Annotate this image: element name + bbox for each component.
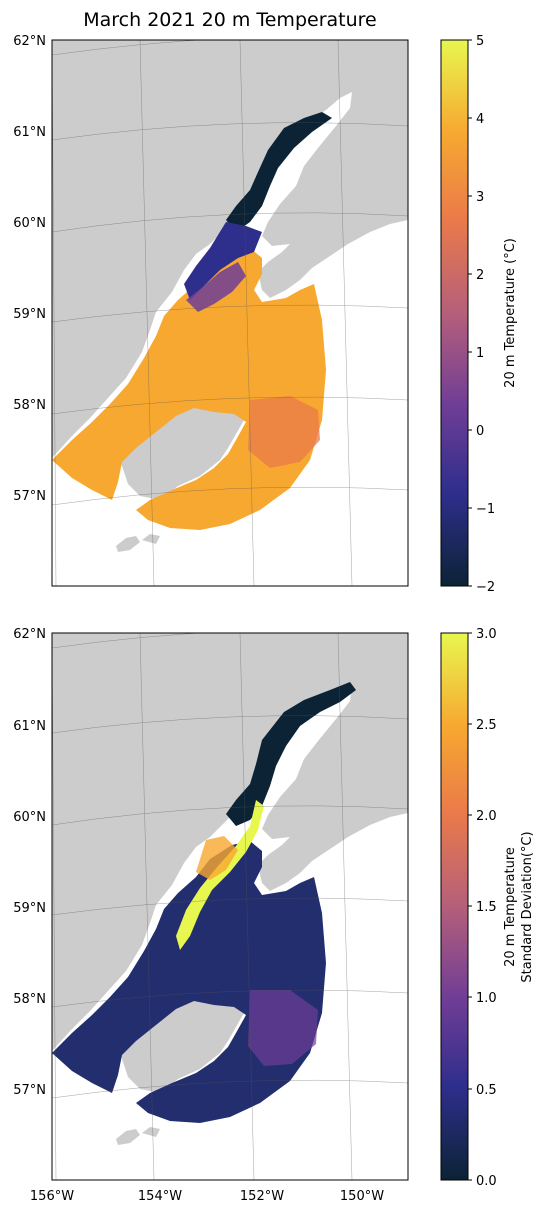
graticule bbox=[52, 633, 408, 1180]
cold-gradient bbox=[184, 222, 262, 300]
lat-label: 62°N bbox=[13, 627, 46, 642]
temperature-field bbox=[52, 248, 326, 530]
warm-band bbox=[248, 396, 320, 468]
medium-variance-south bbox=[248, 990, 318, 1066]
figure-title: March 2021 20 m Temperature bbox=[83, 9, 376, 31]
medium-variance-band bbox=[196, 836, 238, 880]
colorbar-tick: 5 bbox=[476, 34, 484, 49]
land-mainland bbox=[52, 633, 408, 1051]
map-frame bbox=[51, 632, 409, 1181]
colorbar-temperature: 5 4 3 2 1 0 −1 −2 20 m Temperature (°C) bbox=[440, 34, 518, 595]
colorbar-tick: −1 bbox=[476, 502, 495, 517]
colorbar-tick: 1.0 bbox=[476, 991, 497, 1006]
colorbar-ramp bbox=[440, 632, 469, 1181]
cold-inlet bbox=[226, 112, 332, 232]
colorbar-label: 20 m Temperature (°C) bbox=[503, 238, 518, 388]
lat-label: 62°N bbox=[13, 34, 46, 49]
lon-label: 154°W bbox=[138, 1189, 182, 1204]
map-panel-std-dev bbox=[51, 632, 409, 1181]
land-islands bbox=[116, 534, 160, 552]
colorbar-std-dev: 3.0 2.5 2.0 1.5 1.0 0.5 0.0 20 m Tempera… bbox=[440, 627, 535, 1189]
high-variance-band bbox=[176, 800, 264, 950]
mid-gradient bbox=[186, 262, 246, 312]
colorbar-tick: 2.5 bbox=[476, 718, 497, 733]
colorbar-tick: 0.0 bbox=[476, 1174, 497, 1189]
lat-label: 57°N bbox=[13, 1083, 46, 1098]
colorbar-tick: 3 bbox=[476, 190, 484, 205]
lat-label: 57°N bbox=[13, 489, 46, 504]
lat-label: 59°N bbox=[13, 307, 46, 322]
colorbar-tick: 4 bbox=[476, 112, 484, 127]
lat-label: 58°N bbox=[13, 398, 46, 413]
colorbar-label-line2: Standard Deviation(°C) bbox=[520, 831, 535, 982]
lon-label: 156°W bbox=[30, 1189, 74, 1204]
lat-label: 61°N bbox=[13, 719, 46, 734]
colorbar-label-line1: 20 m Temperature bbox=[503, 847, 518, 967]
colorbar-tick: 0 bbox=[476, 424, 484, 439]
graticule bbox=[52, 40, 408, 586]
lat-label: 61°N bbox=[13, 125, 46, 140]
colorbar-tick: 2 bbox=[476, 268, 484, 283]
colorbar-tick: 2.0 bbox=[476, 809, 497, 824]
lat-label: 59°N bbox=[13, 901, 46, 916]
colorbar-tick: 1 bbox=[476, 346, 484, 361]
colorbar-tick: −2 bbox=[476, 580, 495, 595]
map-frame bbox=[51, 39, 409, 587]
lon-label: 150°W bbox=[340, 1189, 384, 1204]
dark-inlet bbox=[226, 682, 356, 826]
colorbar-tick: 0.5 bbox=[476, 1083, 497, 1098]
lon-label: 152°W bbox=[240, 1189, 284, 1204]
map-panel-temperature bbox=[51, 39, 409, 587]
land-mainland bbox=[52, 40, 408, 458]
lat-label: 58°N bbox=[13, 992, 46, 1007]
colorbar-tick: 3.0 bbox=[476, 627, 497, 642]
land-islands bbox=[116, 1127, 160, 1145]
lat-label: 60°N bbox=[13, 810, 46, 825]
lat-label: 60°N bbox=[13, 216, 46, 231]
colorbar-tick: 1.5 bbox=[476, 900, 497, 915]
colorbar-ramp bbox=[440, 39, 469, 587]
